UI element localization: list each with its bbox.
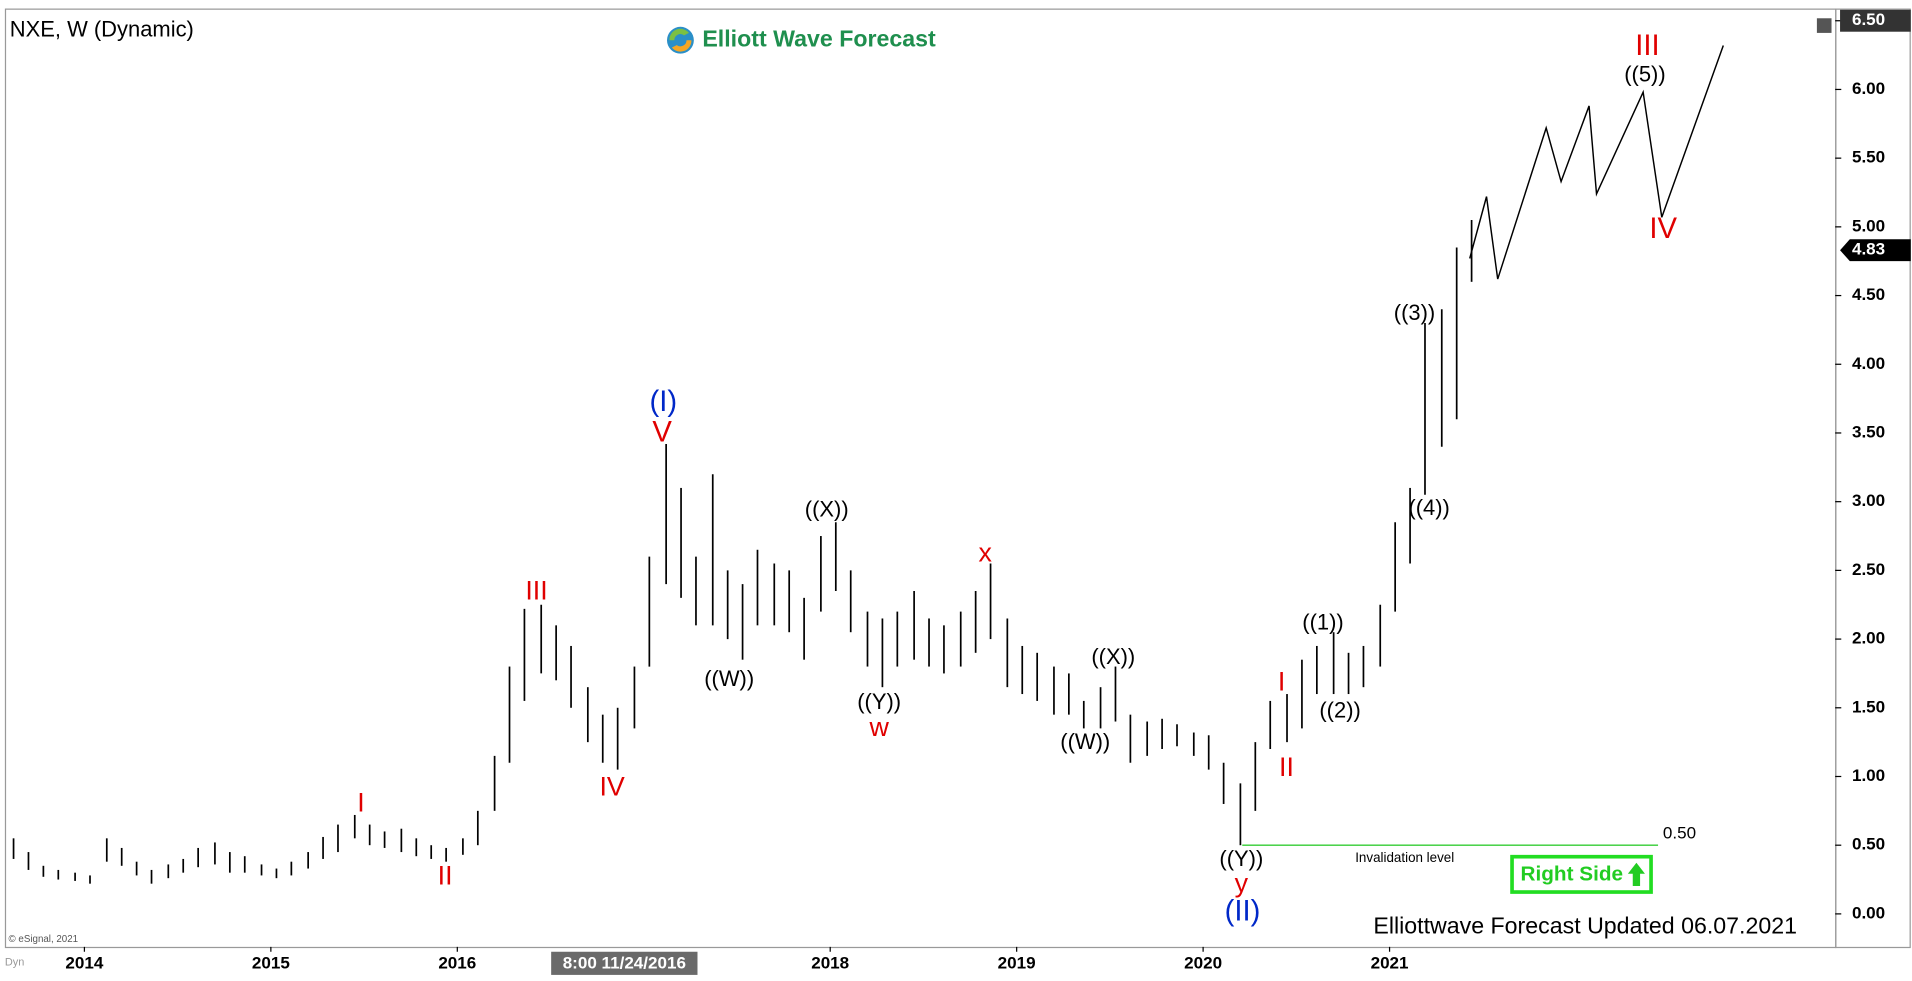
wave-label: ((5)) <box>1624 61 1665 86</box>
y-tick-label: 4.50 <box>1852 285 1885 304</box>
wave-label: IV <box>599 772 624 802</box>
y-tick-label: 5.50 <box>1852 148 1885 167</box>
y-tick-box <box>1840 9 1911 32</box>
y-tick-label: 0.50 <box>1852 835 1885 854</box>
y-tick-label: 4.00 <box>1852 354 1885 373</box>
wave-label: w <box>868 712 889 742</box>
wave-label: ((1)) <box>1302 610 1343 635</box>
wave-label: y <box>1235 868 1249 898</box>
y-tick-label: 6.00 <box>1852 79 1885 98</box>
wave-label: II <box>438 860 453 890</box>
x-tick-label: 2016 <box>438 953 476 972</box>
y-tick-label: 3.00 <box>1852 491 1885 510</box>
y-tick-label: 5.00 <box>1852 216 1885 235</box>
wave-label: III <box>525 575 547 605</box>
wave-label: III <box>1635 30 1659 62</box>
invalidation-text: Invalidation level <box>1355 850 1454 865</box>
wave-label: I <box>1278 667 1285 697</box>
wave-label: V <box>652 417 672 449</box>
last-price-label: 4.83 <box>1852 240 1885 259</box>
y-tick-label: 1.00 <box>1852 766 1885 785</box>
y-tick-label: 1.50 <box>1852 697 1885 716</box>
badge-label: Right Side <box>1521 862 1623 885</box>
wave-label: ((2)) <box>1319 697 1360 722</box>
x-tick-label: 2019 <box>998 953 1036 972</box>
y-tick-label: 2.50 <box>1852 560 1885 579</box>
wave-label: II <box>1279 752 1294 782</box>
axis-frame <box>1835 8 1911 949</box>
wave-label: (II) <box>1225 895 1261 927</box>
wave-label: ((Y)) <box>1219 846 1263 871</box>
x-tick-label: 2020 <box>1184 953 1222 972</box>
wave-label: ((3)) <box>1394 300 1435 325</box>
wave-label: ((4)) <box>1408 495 1449 520</box>
crosshair-label: 8:00 11/24/2016 <box>563 953 686 972</box>
projection-line <box>1469 45 1725 280</box>
crosshair-box <box>551 951 698 975</box>
copyright: © eSignal, 2021 <box>9 934 79 945</box>
wave-label: I <box>357 787 364 817</box>
x-tick-label: 2015 <box>252 953 290 972</box>
badge <box>1510 854 1653 894</box>
invalidation-value: 0.50 <box>1663 824 1696 843</box>
wave-label: ((Y)) <box>857 689 901 714</box>
wave-label: x <box>979 538 993 568</box>
corner-label: Dyn <box>5 957 25 969</box>
x-tick-label: 2021 <box>1371 953 1409 972</box>
y-tick-label: 3.50 <box>1852 422 1885 441</box>
wave-label: ((X)) <box>805 496 849 521</box>
last-price-box <box>1840 239 1911 262</box>
wave-label: ((W)) <box>704 666 754 691</box>
chart-title: NXE, W (Dynamic) <box>10 16 194 41</box>
x-tick-label: 2018 <box>811 953 849 972</box>
y-tick-label: 0.00 <box>1852 903 1885 922</box>
y-tick-label: 2.00 <box>1852 629 1885 648</box>
y-tick-label: 6.50 <box>1852 10 1885 29</box>
wave-label: ((W)) <box>1060 729 1110 754</box>
brand-logo <box>667 26 694 54</box>
brand: Elliott Wave Forecast <box>702 25 936 51</box>
x-tick-label: 2014 <box>65 953 103 972</box>
wave-label: (I) <box>650 386 678 418</box>
window-icon <box>1816 18 1832 33</box>
wave-label: ((X)) <box>1091 644 1135 669</box>
footer: Elliottwave Forecast Updated 06.07.2021 <box>1373 913 1797 939</box>
wave-label: IV <box>1649 213 1677 245</box>
